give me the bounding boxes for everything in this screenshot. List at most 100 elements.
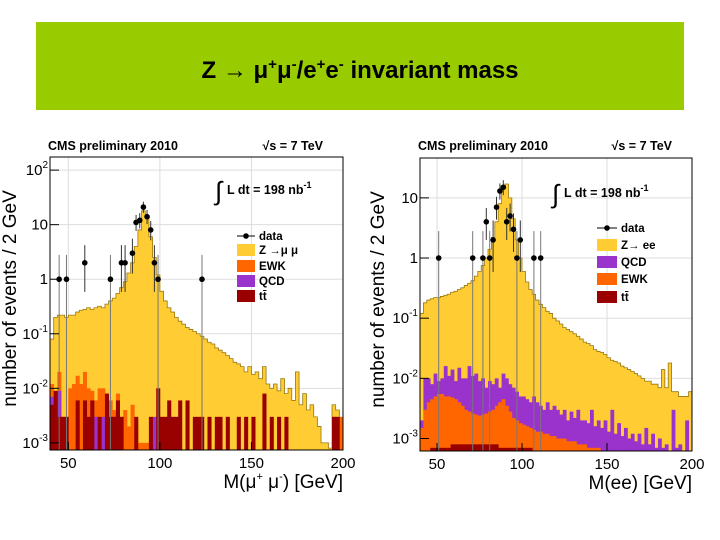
title-mu: μ [276, 57, 292, 84]
histogram-bin [255, 371, 260, 450]
legend-swatch [237, 275, 255, 287]
histogram-bin [637, 375, 642, 451]
histogram-bin [542, 433, 547, 451]
histogram-bin [53, 317, 58, 450]
data-point [507, 213, 513, 219]
histogram-bin [170, 312, 175, 450]
histogram-bin [586, 447, 591, 451]
y-tick-label: 10 [31, 217, 48, 234]
histogram-bin [339, 416, 344, 450]
histogram-bin [474, 276, 479, 451]
y-tick-base: 10 [392, 310, 409, 327]
histogram-bin [508, 197, 513, 451]
histogram-bin [233, 362, 238, 450]
histogram-bin [174, 416, 179, 450]
histogram-bin [240, 366, 245, 450]
histogram-bin [443, 447, 448, 451]
histogram-bin [566, 441, 570, 451]
histogram-bin [658, 387, 662, 451]
histogram-bin [291, 400, 296, 450]
histogram-bin [454, 291, 458, 451]
histogram-bin [134, 416, 139, 450]
histogram-bin [494, 221, 499, 451]
histogram-bin [53, 390, 58, 450]
histogram-bin [641, 378, 645, 451]
histogram-bin [505, 405, 509, 451]
y-tick-base: 10 [401, 190, 418, 207]
histogram-bin [579, 444, 584, 451]
header-left: CMS preliminary 2010 [418, 139, 548, 153]
histogram-bin [545, 433, 550, 451]
data-point [514, 255, 520, 261]
histogram-bin [440, 447, 445, 451]
histogram-bin [189, 329, 194, 450]
plot-frame [419, 157, 693, 452]
histogram-bin [299, 404, 304, 450]
x-label-pre: M(μ [223, 472, 256, 493]
histogram-bin [590, 447, 594, 451]
histogram-bin [583, 420, 587, 451]
histogram-bin [247, 366, 252, 450]
data-point [490, 237, 496, 243]
histogram-bin [522, 271, 526, 451]
histogram-bin [203, 339, 208, 450]
histogram-bin [163, 416, 168, 450]
histogram-bin [688, 391, 693, 451]
y-tick-base: 10 [22, 435, 39, 452]
histogram-bin [664, 444, 669, 451]
histogram-bin [552, 436, 557, 451]
y-tick-label: 10-3 [22, 433, 48, 452]
histogram-bin [637, 433, 642, 451]
histogram-bin [549, 409, 553, 451]
data-point [537, 255, 544, 261]
y-axis-label: number of events / 2 GeV [0, 190, 21, 407]
histogram-bin [508, 411, 513, 451]
histogram-bin [654, 384, 659, 451]
histogram-bin [148, 236, 153, 450]
histogram-bin [321, 442, 326, 450]
header-left: CMS preliminary 2010 [48, 139, 178, 153]
histogram-bin [170, 416, 175, 450]
histogram-bin [295, 371, 300, 450]
histogram-bin [675, 391, 679, 451]
legend-label: Z →μ μ [259, 245, 298, 257]
histogram-bin [467, 411, 472, 451]
histogram-bin [130, 404, 135, 450]
data-point [435, 255, 442, 261]
histogram-bin [569, 411, 574, 451]
histogram-bin [661, 447, 666, 451]
histogram-bin [152, 416, 157, 450]
histogram-bin [104, 304, 109, 450]
histogram-bin [433, 447, 438, 451]
histogram-bin [647, 444, 652, 451]
y-tick-label: 10-1 [392, 308, 418, 327]
histogram-bin [423, 409, 428, 451]
histogram-bin [630, 371, 635, 451]
histogram-bin [566, 329, 570, 451]
histogram-bin [494, 405, 499, 451]
histogram-bin [207, 416, 212, 450]
x-label-mid: μ [263, 472, 279, 493]
histogram-bin [573, 441, 577, 451]
histogram-bin [68, 315, 73, 450]
histogram-bin [559, 414, 564, 451]
histogram-bin [284, 416, 289, 450]
histogram-bin [288, 388, 293, 450]
legend-swatch [597, 273, 617, 285]
histogram-bin [528, 447, 533, 451]
histogram-bin [518, 423, 523, 451]
histogram-bin [192, 331, 197, 450]
histogram-bin [112, 298, 117, 450]
legend-data-marker [243, 233, 249, 239]
histogram-bin [97, 416, 102, 450]
x-tick-label: 150 [239, 455, 264, 472]
legend-label: Z→ ee [621, 240, 656, 252]
histogram-bin [174, 317, 179, 450]
x-tick-label: 50 [429, 456, 446, 473]
histogram-bin [464, 444, 468, 451]
histogram-bin [115, 400, 120, 450]
data-point [155, 276, 161, 283]
y-tick-label: 10-2 [22, 378, 48, 397]
data-point [486, 255, 493, 261]
